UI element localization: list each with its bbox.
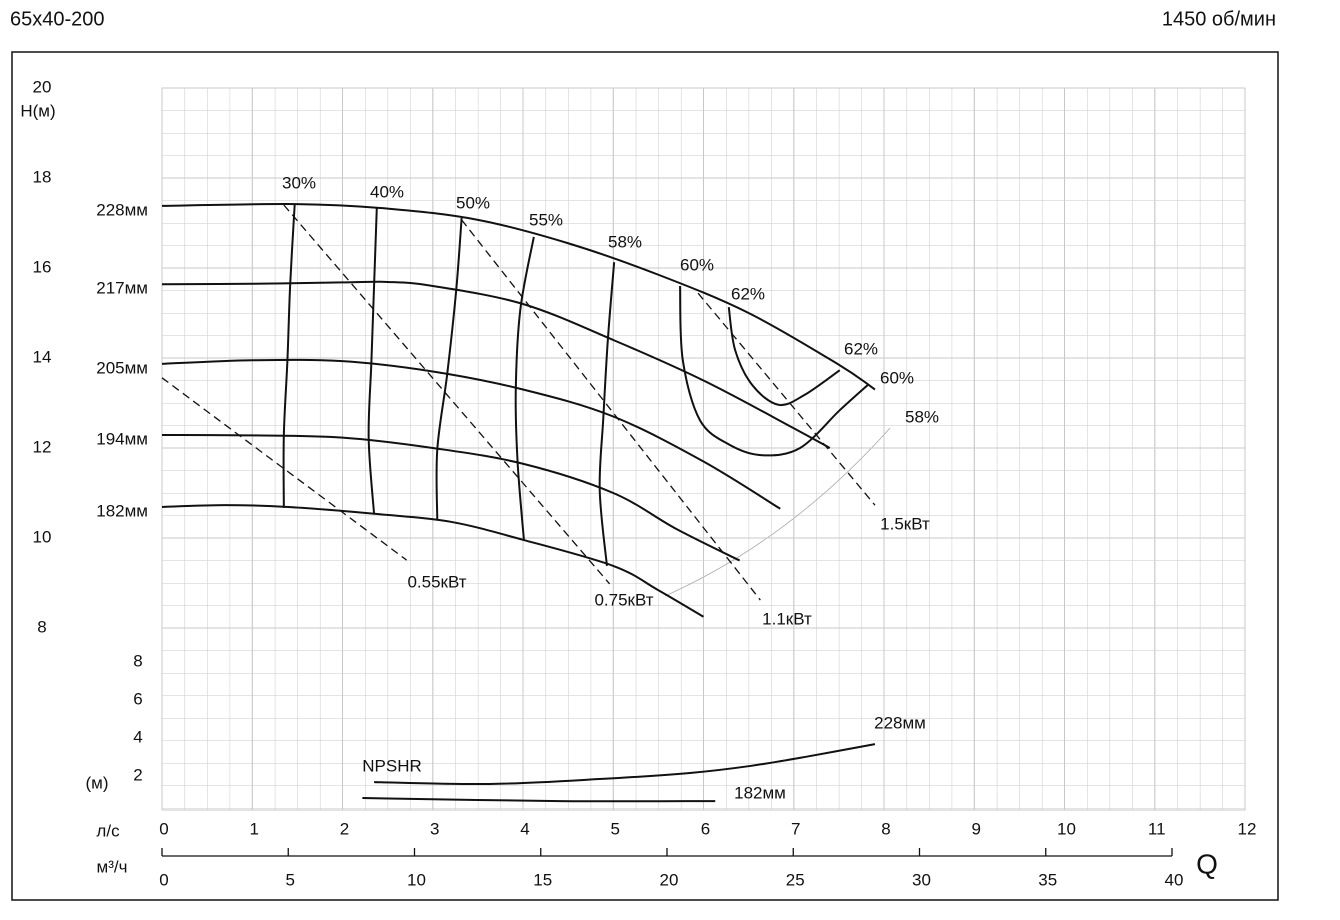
x2-tick-label: 10 (407, 870, 426, 889)
head-label: 182мм (96, 501, 148, 520)
npshr-curve (362, 797, 716, 803)
power-label: 0.75кВт (594, 590, 653, 609)
x-tick-label: 7 (791, 819, 800, 838)
efficiency-label: 58% (905, 407, 939, 426)
power-label: 1.5кВт (880, 514, 930, 533)
head-curve (161, 358, 781, 510)
x-tick-label: 10 (1057, 819, 1076, 838)
head-curve (161, 203, 876, 391)
head-curve (161, 504, 705, 618)
y-tick-label: 12 (33, 437, 52, 456)
efficiency-label: 62% (844, 339, 878, 358)
power-line (283, 204, 611, 585)
y-tick-label: 14 (33, 347, 52, 366)
y2-tick-label: 2 (133, 765, 142, 784)
efficiency-label: 30% (282, 173, 316, 192)
x2-tick-label: 35 (1038, 870, 1057, 889)
power-line (461, 219, 761, 601)
y-tick-label: 16 (33, 257, 52, 276)
head-curve (161, 433, 741, 562)
x-tick-label: 1 (250, 819, 259, 838)
x2-tick-label: 20 (660, 870, 679, 889)
x-tick-label: 0 (159, 819, 168, 838)
head-label: 194мм (96, 429, 148, 448)
x-label: л/с (96, 821, 120, 840)
frame (11, 51, 1279, 901)
x-tick-label: 9 (972, 819, 981, 838)
efficiency-curve (514, 236, 535, 540)
npshr-series-label: 182мм (734, 783, 786, 802)
efficiency-curve (679, 285, 869, 457)
y2-tick-label: 8 (133, 651, 142, 670)
leader-line (664, 427, 891, 597)
efficiency-label: 58% (608, 232, 642, 251)
npshr-curve (374, 743, 876, 786)
head-label: 228мм (96, 200, 148, 219)
efficiency-curve (282, 204, 296, 508)
efficiency-label: 55% (529, 210, 563, 229)
x-tick-label: 12 (1238, 819, 1257, 838)
efficiency-label: 60% (880, 368, 914, 387)
npshr-series-label: 228мм (874, 713, 926, 732)
power-label: 0.55кВт (407, 572, 466, 591)
x2-tick-label: 15 (533, 870, 552, 889)
x-tick-label: 11 (1148, 819, 1166, 838)
x-tick-label: 6 (701, 819, 710, 838)
y-tick-label: 8 (37, 617, 46, 636)
efficiency-label: 40% (370, 182, 404, 201)
y-tick-label: 20 (33, 77, 52, 96)
x2-label: м³/ч (97, 857, 128, 876)
x2-tick-label: 0 (159, 870, 168, 889)
head-label: 217мм (96, 279, 148, 298)
power-label: 1.1кВт (762, 609, 812, 628)
x2-tick-label: 30 (912, 870, 931, 889)
efficiency-curve (367, 208, 378, 515)
x2-tick-label: 5 (286, 870, 295, 889)
x-tick-label: 2 (340, 819, 349, 838)
y2-tick-label: 6 (133, 689, 142, 708)
speed: 1450 об/мин (1162, 8, 1276, 30)
efficiency-curve (435, 217, 463, 521)
efficiency-curve (598, 262, 616, 566)
power-line (697, 292, 876, 506)
efficiency-label: 50% (456, 193, 490, 212)
x2-tick-label: 25 (786, 870, 805, 889)
efficiency-label: 62% (731, 284, 765, 303)
y2-tick-label: 4 (133, 727, 142, 746)
y-tick-label: 18 (33, 167, 52, 186)
x2-tick-label: 40 (1165, 870, 1184, 889)
q-label: Q (1196, 848, 1218, 879)
x-tick-label: 8 (881, 819, 890, 838)
y-label: Н(м) (20, 101, 55, 120)
x-tick-label: 3 (430, 819, 439, 838)
head-curve (161, 280, 831, 449)
x-tick-label: 5 (611, 819, 620, 838)
y2-label: (м) (85, 773, 108, 792)
y-tick-label: 10 (33, 527, 52, 546)
npshr-label: NPSHR (362, 756, 422, 775)
head-label: 205мм (96, 358, 148, 377)
chart-title: 65х40-200 (10, 8, 105, 30)
efficiency-label: 60% (680, 255, 714, 274)
efficiency-curve (727, 307, 841, 407)
x-tick-label: 4 (520, 819, 529, 838)
power-line (161, 377, 407, 561)
